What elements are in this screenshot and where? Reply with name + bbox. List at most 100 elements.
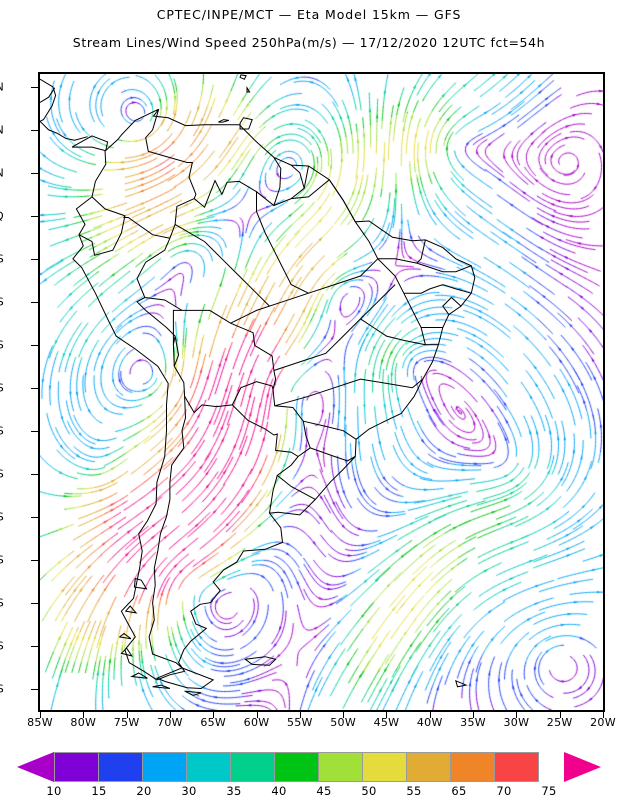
map-outline [184,690,202,696]
map-outline [269,475,278,514]
map-outline [118,632,132,640]
map-outline [274,378,424,407]
x-tick-label: 40W [416,716,443,729]
x-tick-mark [473,712,475,718]
colorbar-band [98,752,143,782]
y-tick-mark [31,559,38,561]
y-tick-label: 25S [0,424,4,438]
colorbar-band [494,752,539,782]
map-outline [173,365,274,414]
map-outline [354,221,426,345]
map-outline [416,239,426,264]
map-outline [91,196,170,239]
page-title: CPTEC/INPE/MCT — Eta Model 15km — GFS [156,7,462,22]
y-tick-mark [31,301,38,303]
x-tick-mark [126,712,128,718]
y-tick-label: 5N [0,166,4,179]
map-outline [148,396,187,669]
map-outline [231,404,299,457]
map-outline [78,215,126,256]
map-outline [136,297,180,367]
colorbar-tick-label: 50 [361,784,377,798]
x-tick-mark [40,712,41,718]
colorbar-tick-label: 20 [136,784,152,798]
colorbar-over-arrow [564,752,601,782]
x-tick-label: 35W [460,716,486,729]
colorbar-band [142,752,187,782]
map-outline [40,87,56,103]
map-outline [442,296,462,315]
y-tick-label: EQ [0,209,4,222]
map-outline [239,117,253,130]
map-outline [130,672,148,679]
map-outline [310,447,356,462]
y-tick-label: 35S [0,510,4,524]
map-outline [403,284,472,294]
x-tick-label: 45W [373,716,400,729]
x-tick-label: 65W [200,716,227,729]
y-tick-label: 50S [0,639,4,653]
y-tick-mark [31,387,38,389]
map-outline [455,679,468,688]
y-tick-label: 55S [0,682,4,695]
colorbar-band [450,752,495,782]
colorbar-band [274,752,319,782]
x-tick-label: 85W [27,716,53,729]
colorbar-band [54,752,99,782]
map-outline [230,258,379,324]
colorbar-band [230,752,275,782]
colorbar-tick-label: 35 [226,784,242,798]
y-tick-label: 15S [0,338,4,352]
x-tick-mark [516,712,518,718]
y-tick-mark [31,516,38,518]
colorbar-tick-label: 65 [451,784,467,798]
map-outline [40,78,57,122]
y-tick-mark [31,473,38,475]
map-outline [303,420,357,440]
x-tick-mark [169,712,171,718]
x-tick-label: 60W [243,716,270,729]
y-tick-label: 15N [0,80,4,93]
y-tick-label: 10N [0,123,4,136]
map-outline [136,178,356,500]
y-tick-mark [31,602,38,604]
colorbar-under-arrow [17,752,54,782]
x-tick-mark [386,712,388,718]
map-outline [120,647,133,657]
y-tick-mark [31,258,38,260]
x-tick-mark [299,712,301,718]
x-tick-label: 50W [330,716,357,729]
map-outline [145,109,197,199]
y-tick-label: 5S [0,252,4,266]
x-tick-mark [83,712,85,718]
colorbar-tick-label: 30 [181,784,197,798]
map-outline [124,605,138,614]
map-outline [256,191,309,294]
map-outline [377,258,472,273]
x-tick-mark [429,712,431,718]
x-tick-label: 25W [546,716,573,729]
y-tick-mark [31,645,38,647]
coastline-overlay [40,74,476,696]
wind-speed-colorbar: 10 15 20 30 35 40 45 50 55 65 70 75 [0,752,618,798]
map-outline [239,74,247,80]
x-tick-label: 75W [113,716,140,729]
map-outline [273,157,282,206]
x-tick-label: 70W [157,716,183,729]
colorbar-tick-label: 55 [406,784,422,798]
colorbar-bands [54,752,539,782]
x-tick-mark [213,712,215,718]
y-tick-mark [31,215,38,217]
y-tick-mark [31,172,38,174]
colorbar-tick-label: 15 [91,784,107,798]
map-outline [133,577,148,590]
y-tick-label: 10S [0,295,4,309]
colorbar-band [318,752,363,782]
x-tick-mark [343,712,345,718]
x-tick-mark [559,712,561,718]
map-outline [152,684,171,689]
page-subtitle: Stream Lines/Wind Speed 250hPa(m/s) — 17… [72,35,546,50]
x-tick-label: 30W [503,716,530,729]
